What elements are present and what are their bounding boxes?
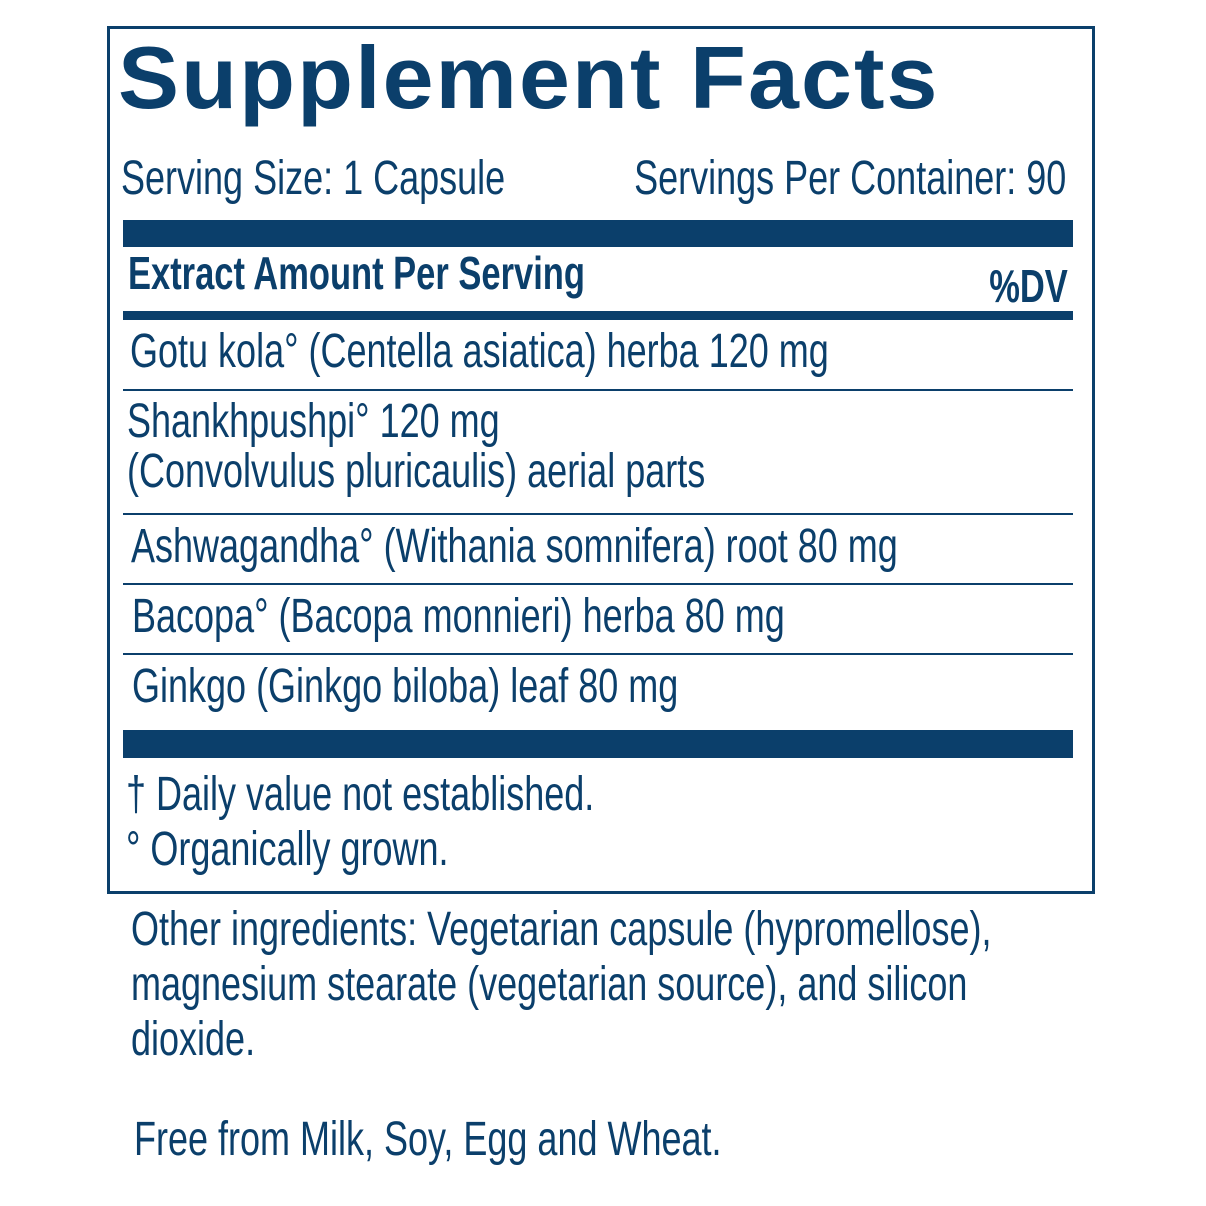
ingredient-row: Ginkgo (Ginkgo biloba) leaf 80 mg [132,660,679,713]
other-ingredients-line: Other ingredients: Vegetarian capsule (h… [131,903,992,956]
ingredient-row: Gotu kola° (Centella asiatica) herba 120… [130,325,829,378]
row-divider [123,653,1073,655]
column-header-dv: %DV [989,260,1068,312]
ingredient-row-continued: (Convolvulus pluricaulis) aerial parts [127,445,706,498]
row-divider [123,513,1073,515]
column-header-amount: Extract Amount Per Serving [128,247,585,299]
allergen-statement: Free from Milk, Soy, Egg and Wheat. [134,1113,722,1166]
ingredient-row: Bacopa° (Bacopa monnieri) herba 80 mg [132,590,785,643]
thick-divider [123,220,1073,247]
serving-size: Serving Size: 1 Capsule [121,152,506,205]
footnote-daily-value: † Daily value not established. [126,768,595,821]
row-divider [123,583,1073,585]
medium-divider [123,311,1073,320]
panel-title: Supplement Facts [118,28,940,127]
thick-divider [123,730,1073,758]
other-ingredients-line: magnesium stearate (vegetarian source), … [131,958,968,1011]
supplement-facts-panel [107,26,1095,894]
row-divider [123,389,1073,391]
servings-per-container: Servings Per Container: 90 [633,152,1066,205]
other-ingredients-line: dioxide. [131,1013,256,1066]
footnote-organic: ° Organically grown. [126,823,449,876]
ingredient-row: Ashwagandha° (Withania somnifera) root 8… [131,520,898,573]
ingredient-row: Shankhpushpi° 120 mg [127,395,500,448]
